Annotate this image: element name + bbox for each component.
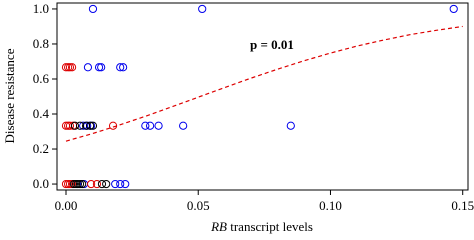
point xyxy=(73,179,82,189)
plot-frame xyxy=(56,2,469,191)
x-tick-label: 0.15 xyxy=(451,198,474,213)
y-tick-label: 0.6 xyxy=(33,71,50,86)
point xyxy=(119,63,128,72)
point xyxy=(121,179,130,189)
fit-curve xyxy=(65,25,463,142)
point xyxy=(70,121,80,130)
point xyxy=(154,121,163,130)
point xyxy=(75,179,85,189)
point xyxy=(198,4,207,14)
point xyxy=(94,63,104,72)
point xyxy=(65,121,75,130)
point xyxy=(61,179,71,189)
point xyxy=(87,179,96,189)
point xyxy=(102,179,111,189)
point xyxy=(83,63,93,72)
point xyxy=(92,179,102,189)
point xyxy=(111,179,120,189)
y-axis-label: Disease resistance xyxy=(2,48,17,143)
point xyxy=(85,121,95,130)
x-tick-label: 0.00 xyxy=(55,198,78,213)
x-tick-label: 0.05 xyxy=(187,198,210,213)
point xyxy=(65,179,75,189)
x-label-rest: transcript levels xyxy=(230,219,313,234)
annotation: p = 0.01 xyxy=(250,37,294,52)
point xyxy=(286,121,295,130)
point xyxy=(108,121,118,130)
y-tick-label: 1.0 xyxy=(33,1,49,16)
point xyxy=(65,63,75,72)
x-label-italic: RB xyxy=(210,219,227,234)
y-tick-label: 0.0 xyxy=(33,176,49,191)
y-tick-label: 0.2 xyxy=(33,141,49,156)
point xyxy=(88,121,98,130)
point xyxy=(61,63,71,72)
point xyxy=(449,4,458,14)
x-tick-label: 0.10 xyxy=(319,198,342,213)
point xyxy=(97,63,106,72)
point xyxy=(69,179,79,189)
point xyxy=(116,179,125,189)
point xyxy=(75,121,85,130)
point xyxy=(88,4,98,14)
y-tick-label: 0.4 xyxy=(33,106,50,121)
point xyxy=(141,121,150,130)
y-tick-label: 0.8 xyxy=(33,36,49,51)
point xyxy=(67,63,77,72)
point xyxy=(97,179,107,189)
point xyxy=(179,121,188,130)
x-axis-label: RB transcript levels xyxy=(210,219,313,234)
point xyxy=(145,121,155,130)
point xyxy=(116,63,125,72)
point xyxy=(78,179,87,189)
